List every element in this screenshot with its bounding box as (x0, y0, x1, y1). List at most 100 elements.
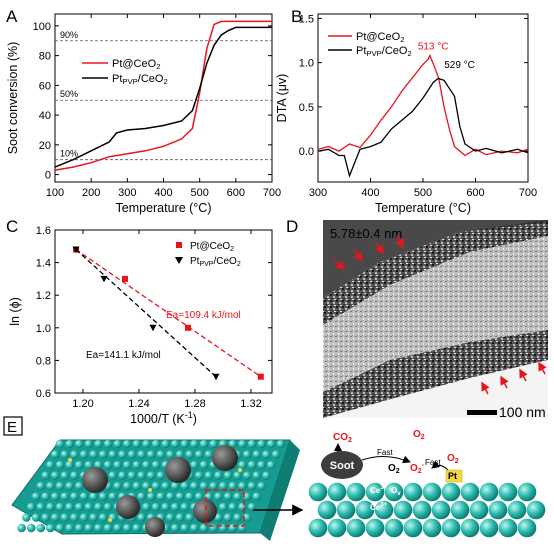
ceria-atom (233, 471, 242, 480)
ceria-atom (238, 523, 247, 533)
ceria-atom (146, 471, 156, 480)
superoxide-label: O2- (410, 462, 425, 475)
x-tick-label: 100 (46, 187, 64, 199)
ceria-atom (431, 500, 451, 520)
pt-site (68, 458, 72, 462)
x-axis-label: Temperature (°C) (375, 201, 471, 215)
ceria-atom (103, 439, 113, 449)
x-tick-label: 600 (466, 187, 484, 199)
ceria-atom (276, 439, 286, 449)
ceria-atom (247, 460, 257, 470)
legend-label: Pt@CeO2 (190, 241, 234, 253)
ceria-atom (403, 482, 423, 502)
tem-image (323, 220, 548, 418)
ceria-atom (199, 460, 209, 470)
ceria-atom (46, 481, 55, 491)
ceria-atom (507, 500, 527, 520)
fast-label-1: Fast (377, 448, 393, 457)
ceria-atom (74, 460, 84, 470)
ceria-atom (336, 500, 356, 520)
ceria-atom (122, 481, 132, 491)
o2-top-label: O2 (413, 429, 425, 441)
ceria-atom (365, 482, 385, 502)
ceria-atom (185, 450, 194, 459)
legend-marker (175, 257, 183, 264)
ceria-atom (365, 518, 385, 538)
plot-b: 300 400 500 600 700 0.0 0.5 1.0 1.5 Temperature (… (275, 13, 537, 215)
y-tick-label: 1.6 (36, 225, 51, 237)
ceria-atom (262, 450, 271, 459)
legend-marker (176, 242, 182, 248)
ceria-atom (180, 502, 190, 512)
ceria-atom (252, 471, 262, 480)
ceria-atoms (17, 439, 286, 533)
ceria-atom (393, 500, 413, 520)
ceria-atom (122, 460, 132, 470)
x-tick-label: 1.28 (184, 398, 205, 410)
ceria-atom (113, 481, 122, 491)
ceria-atom (137, 471, 146, 480)
x-tick-label: 700 (263, 187, 281, 199)
ceria-atom (113, 439, 122, 449)
panel-b-letter: B (291, 7, 302, 26)
ceria-atom (346, 518, 366, 538)
y-tick-label: 0.5 (299, 102, 314, 114)
ceria-atom (175, 492, 185, 501)
ceria-atom (60, 471, 70, 480)
ceria-atom (41, 471, 50, 480)
ceria-atom (142, 502, 151, 512)
pt-atom (445, 469, 463, 483)
ceria-atom (74, 481, 84, 491)
ceria-atom (166, 492, 175, 501)
ceria-atom (228, 439, 238, 449)
ceria-atom (308, 482, 328, 502)
ceria-atom (204, 450, 214, 459)
ceria-atom (70, 450, 79, 459)
ceria-atom (60, 513, 70, 522)
ceria-atom (74, 439, 84, 449)
x-tick-label: 300 (118, 187, 136, 199)
pt-site (108, 518, 112, 522)
ce3b-label: Ce3+ (370, 502, 388, 512)
ceria-atom (479, 518, 499, 538)
soot-cluster (165, 457, 191, 483)
ceria-atom (84, 523, 94, 533)
soot-cluster (193, 499, 217, 523)
ceria-atom (252, 492, 262, 501)
ceria-atom (94, 502, 103, 512)
ceria-atom (50, 471, 60, 480)
ceria-atom (70, 513, 79, 522)
co2-label: CO2 (333, 432, 352, 444)
ceria-atom (89, 450, 98, 459)
ceria-atom (422, 482, 442, 502)
ceria-atom (180, 523, 190, 533)
ceria-atom (118, 471, 127, 480)
ceria-atom (170, 439, 180, 449)
plot-frame (54, 229, 273, 394)
ceria-atom (94, 439, 103, 449)
scale-bar (467, 410, 497, 415)
ceria-atom (103, 523, 113, 533)
data-point (72, 246, 80, 254)
data-point (100, 275, 108, 283)
ceria-atom (161, 439, 170, 449)
ceria-atom (199, 439, 209, 449)
ceria-atom (266, 460, 276, 470)
ceria-atom (214, 492, 223, 501)
peak-label: 513 °C (418, 42, 449, 53)
ceria-atom (132, 481, 142, 491)
o2-right-label: O2 (447, 453, 459, 465)
ceria-atom (233, 492, 242, 501)
series-line (54, 20, 272, 171)
y-tick-label: 40 (39, 110, 51, 122)
ceria-atom (94, 523, 103, 533)
fast-arrow-1 (361, 455, 411, 464)
ceria-atom (185, 513, 194, 522)
ceria-atom (50, 492, 60, 501)
ceria-atom (384, 482, 404, 502)
ceria-atom (142, 481, 151, 491)
ceria-atom (204, 471, 214, 480)
ceria-atom (422, 518, 442, 538)
y-tick-label: 1.5 (299, 13, 314, 25)
ceria-atom (113, 460, 122, 470)
